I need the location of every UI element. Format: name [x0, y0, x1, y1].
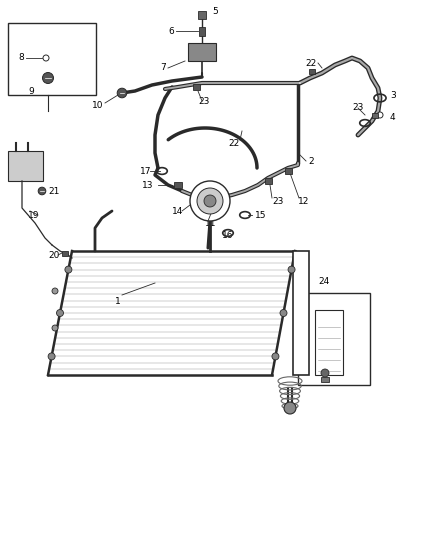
Circle shape	[42, 72, 53, 84]
Text: 24: 24	[318, 277, 329, 286]
Text: 8: 8	[18, 53, 24, 62]
Text: 19: 19	[28, 211, 39, 220]
Circle shape	[65, 266, 72, 273]
Text: 23: 23	[272, 197, 283, 206]
Text: 14: 14	[172, 206, 184, 215]
Circle shape	[57, 310, 64, 317]
Text: 21: 21	[48, 187, 60, 196]
Text: 23: 23	[198, 96, 209, 106]
Text: 22: 22	[228, 139, 239, 148]
Circle shape	[197, 188, 223, 214]
Text: 6: 6	[168, 27, 174, 36]
Circle shape	[52, 325, 58, 331]
Bar	[285, 168, 292, 174]
Circle shape	[284, 402, 296, 414]
Circle shape	[288, 266, 295, 273]
Bar	[309, 69, 315, 74]
Bar	[192, 84, 199, 90]
Text: 1: 1	[115, 296, 121, 305]
Text: 2: 2	[308, 157, 314, 166]
Circle shape	[272, 353, 279, 360]
Text: 3: 3	[390, 91, 396, 100]
Bar	[321, 376, 329, 382]
Bar	[198, 12, 206, 19]
Circle shape	[52, 288, 58, 294]
Bar	[174, 182, 182, 188]
Text: 12: 12	[298, 197, 309, 206]
Text: 15: 15	[255, 211, 266, 220]
Circle shape	[38, 187, 46, 195]
Bar	[372, 112, 378, 117]
Circle shape	[117, 88, 127, 98]
Circle shape	[190, 181, 230, 221]
Circle shape	[321, 369, 329, 377]
Circle shape	[43, 55, 49, 61]
Bar	[293, 251, 309, 375]
Bar	[315, 310, 343, 375]
Text: 16: 16	[222, 230, 233, 239]
Text: 13: 13	[142, 181, 153, 190]
Bar	[62, 251, 68, 255]
Text: 7: 7	[160, 63, 166, 72]
Text: 17: 17	[140, 166, 152, 175]
Text: 9: 9	[28, 86, 34, 95]
Bar	[265, 178, 272, 184]
Circle shape	[377, 112, 383, 118]
Bar	[8, 151, 43, 181]
Circle shape	[280, 310, 287, 317]
Text: 22: 22	[305, 59, 316, 68]
Text: 10: 10	[92, 101, 103, 109]
Text: 4: 4	[390, 114, 396, 123]
Text: 11: 11	[205, 219, 216, 228]
Bar	[8, 23, 96, 95]
Text: 5: 5	[212, 6, 218, 15]
Bar	[188, 43, 216, 61]
Bar	[298, 293, 370, 385]
Text: 20: 20	[48, 251, 60, 260]
Circle shape	[204, 195, 216, 207]
Text: 23: 23	[352, 103, 364, 112]
Bar	[199, 27, 205, 36]
Circle shape	[48, 353, 55, 360]
